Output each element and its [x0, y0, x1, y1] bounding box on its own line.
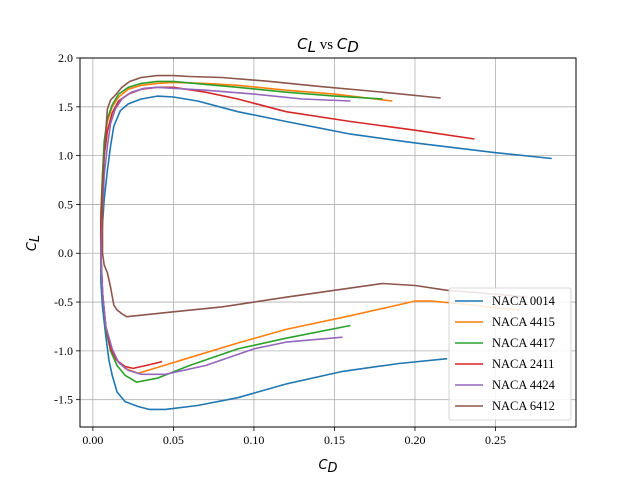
legend-box [448, 287, 572, 421]
y-tick-label: 1.0 [58, 149, 73, 163]
y-axis-ticks: -1.5 -1.0 -0.5 0.0 0.5 1.0 1.5 2.0 [54, 51, 80, 407]
series-lines [100, 74, 552, 411]
y-axis-label: CL [25, 235, 43, 251]
y-tick-label: -1.5 [54, 393, 73, 407]
x-axis-ticks: 0.00 0.05 0.10 0.15 0.20 0.25 [82, 427, 506, 447]
y-tick-label: 0.5 [58, 197, 73, 211]
y-tick-label: -0.5 [54, 295, 73, 309]
y-tick-label: 0.0 [58, 246, 73, 260]
series-line-naca-2411 [100, 86, 475, 370]
x-tick-label: 0.15 [324, 433, 345, 447]
legend-entry: NACA 4424 [492, 378, 556, 392]
y-tick-label: 2.0 [58, 51, 73, 65]
legend-entry: NACA 0014 [492, 294, 556, 308]
plot-frame [79, 57, 577, 428]
x-tick-label: 0.25 [485, 433, 506, 447]
x-tick-label: 0.05 [163, 433, 184, 447]
x-tick-label: 0.20 [404, 433, 425, 447]
y-tick-label: -1.0 [54, 344, 73, 358]
x-tick-label: 0.00 [82, 433, 103, 447]
y-tick-label: 1.5 [58, 100, 73, 114]
legend-entry: NACA 2411 [492, 357, 554, 371]
series-line-naca-6412 [101, 74, 528, 318]
legend-entry: NACA 6412 [492, 399, 555, 413]
series-line-naca-4424 [100, 86, 351, 376]
x-tick-label: 0.10 [243, 433, 264, 447]
legend-entry: NACA 4417 [492, 336, 555, 350]
legend: NACA 0014 NACA 4415 NACA 4417 NACA 2411 NACA… [448, 287, 572, 421]
legend-entry: NACA 4415 [492, 315, 555, 329]
x-axis-label: CD [318, 458, 337, 476]
chart-title: CL vs CD [297, 35, 359, 56]
